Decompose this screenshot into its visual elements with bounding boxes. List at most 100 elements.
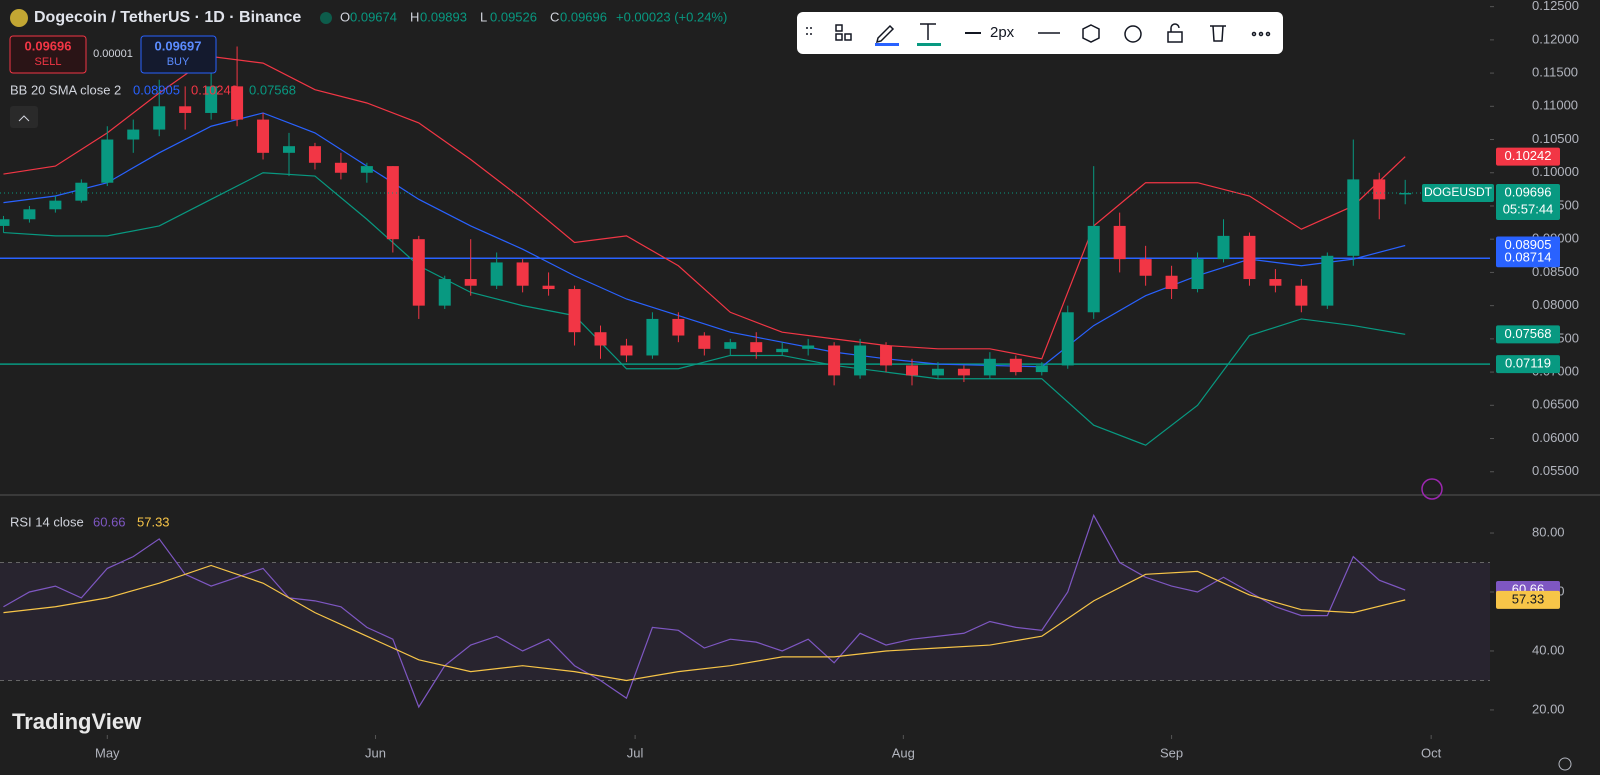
icon-templates-b: [835, 33, 843, 41]
candle-body: [1347, 179, 1360, 256]
x-tick-label: Sep: [1160, 745, 1183, 760]
candle-body: [594, 332, 607, 346]
y-tick-label: 0.06500: [1532, 397, 1579, 412]
candle-body: [1373, 179, 1386, 200]
candle-body: [646, 318, 659, 356]
settings-icon[interactable]: [1558, 757, 1572, 771]
x-tick-label: Oct: [1421, 745, 1442, 760]
candle-body: [542, 285, 555, 290]
candle-body: [1321, 255, 1334, 306]
candle-body: [1009, 358, 1022, 373]
drawing-toolbar: 2px: [797, 12, 1283, 54]
ohlc-key: H: [410, 9, 419, 24]
ohlc-value: 0.09526: [490, 9, 537, 24]
icon-more-c: [1265, 31, 1271, 37]
candle-body: [776, 348, 789, 353]
ohlc-value: 0.09674: [350, 9, 397, 24]
candle-body: [1113, 225, 1126, 260]
hline-tag-bg: [1496, 355, 1560, 374]
line-width[interactable]: 2px: [990, 24, 1015, 41]
bb-upper-value: 0.10242: [191, 82, 238, 97]
y-tick-label: 0.10000: [1532, 164, 1579, 179]
candle-body: [1217, 235, 1230, 260]
candle-body: [957, 368, 970, 376]
ohlc-value: 0.09696: [560, 9, 607, 24]
candle-body: [127, 129, 140, 140]
icon-alert[interactable]: [1124, 25, 1142, 43]
icon-text[interactable]: [920, 23, 936, 40]
x-tick-label: May: [95, 745, 120, 760]
y-tick-label: 0.06000: [1532, 430, 1579, 445]
candle-body: [620, 345, 633, 356]
hline-tag: 0.07119: [1505, 356, 1551, 371]
hline-tag: 0.08714: [1505, 250, 1552, 265]
bb-middle-tag: 0.08905: [1505, 237, 1552, 252]
ohlc-value: 0.09893: [420, 9, 467, 24]
candle-body: [516, 262, 529, 286]
drag-handle[interactable]: [806, 27, 812, 35]
text-color: [917, 43, 941, 46]
icon-delete[interactable]: [1210, 25, 1226, 42]
ohlc: O 0.09674 H 0.09893 L 0.09526 C 0.09696 +0.00023…: [340, 9, 727, 24]
icon-templates-c: [844, 33, 852, 41]
candle-body: [1061, 312, 1074, 366]
candle-body: [880, 345, 893, 366]
bb-lower-tag-bg: [1496, 325, 1560, 344]
rsi-ma-line: [3, 564, 1406, 682]
rsi-ma-value: 57.33: [137, 514, 170, 529]
sell-button[interactable]: [9, 35, 87, 74]
rsi-band-fill: [0, 562, 1490, 681]
x-tick-label: Jul: [627, 745, 644, 760]
price-tag-bg: [1496, 183, 1560, 220]
candle-body: [1165, 275, 1178, 290]
candle-body: [750, 342, 763, 353]
candle-body: [698, 335, 711, 349]
plot: 0.055000.060000.065000.070000.075000.080…: [0, 0, 1579, 760]
rsi-value: 60.66: [93, 514, 126, 529]
collapse-button[interactable]: [10, 106, 38, 128]
coin-logo: [10, 9, 28, 27]
candle-body: [1139, 259, 1152, 276]
candle-body: [672, 318, 685, 336]
candle-body: [1269, 279, 1282, 286]
y-tick-label: 0.08500: [1532, 264, 1579, 279]
rsi-tick-label: 80.00: [1532, 524, 1565, 539]
change: +0.00023 (+0.24%): [616, 9, 727, 24]
sell-price: 0.09696: [25, 38, 72, 53]
y-tick-label: 0.11500: [1532, 65, 1578, 80]
y-tick-label: 0.12500: [1532, 0, 1579, 13]
spread: 0.00001: [93, 48, 133, 60]
rsi-tick-label: 40.00: [1532, 642, 1565, 657]
candle-body: [257, 119, 270, 153]
price-tag: 0.09696: [1505, 184, 1552, 199]
candle-body: [386, 166, 399, 240]
ohlc-key: L: [480, 9, 487, 24]
candle-body: [75, 182, 88, 201]
rsi-ma-tag-bg: [1496, 590, 1560, 609]
pencil-color: [875, 43, 899, 46]
candle-body: [1399, 192, 1412, 195]
candle-body: [854, 345, 867, 376]
candle-body: [828, 345, 841, 376]
title: Dogecoin / TetherUS · 1D · Binance: [34, 9, 301, 26]
rsi-line: [3, 513, 1406, 709]
icon-more-b: [1258, 31, 1264, 37]
symbol-tag-bg: [1422, 183, 1494, 202]
ohlc-key: O: [340, 9, 350, 24]
lightning-button[interactable]: [1421, 478, 1443, 500]
candle-body: [568, 289, 581, 333]
bb-lower-value: 0.07568: [249, 82, 296, 97]
y-tick-label: 0.08000: [1532, 297, 1579, 312]
icon-lock[interactable]: [1167, 31, 1183, 43]
bb-lower: [3, 172, 1406, 446]
icon-more[interactable]: [1251, 31, 1257, 37]
icon-pencil[interactable]: [875, 24, 895, 44]
buy-button[interactable]: [140, 35, 217, 74]
hline-tag-bg: [1496, 249, 1560, 268]
icon-templates[interactable]: [835, 24, 843, 32]
bb-upper-tag: 0.10242: [1505, 148, 1552, 163]
candle-body: [802, 345, 815, 349]
bb-upper-tag-bg: [1496, 147, 1560, 166]
icon-settings[interactable]: [1082, 24, 1100, 43]
